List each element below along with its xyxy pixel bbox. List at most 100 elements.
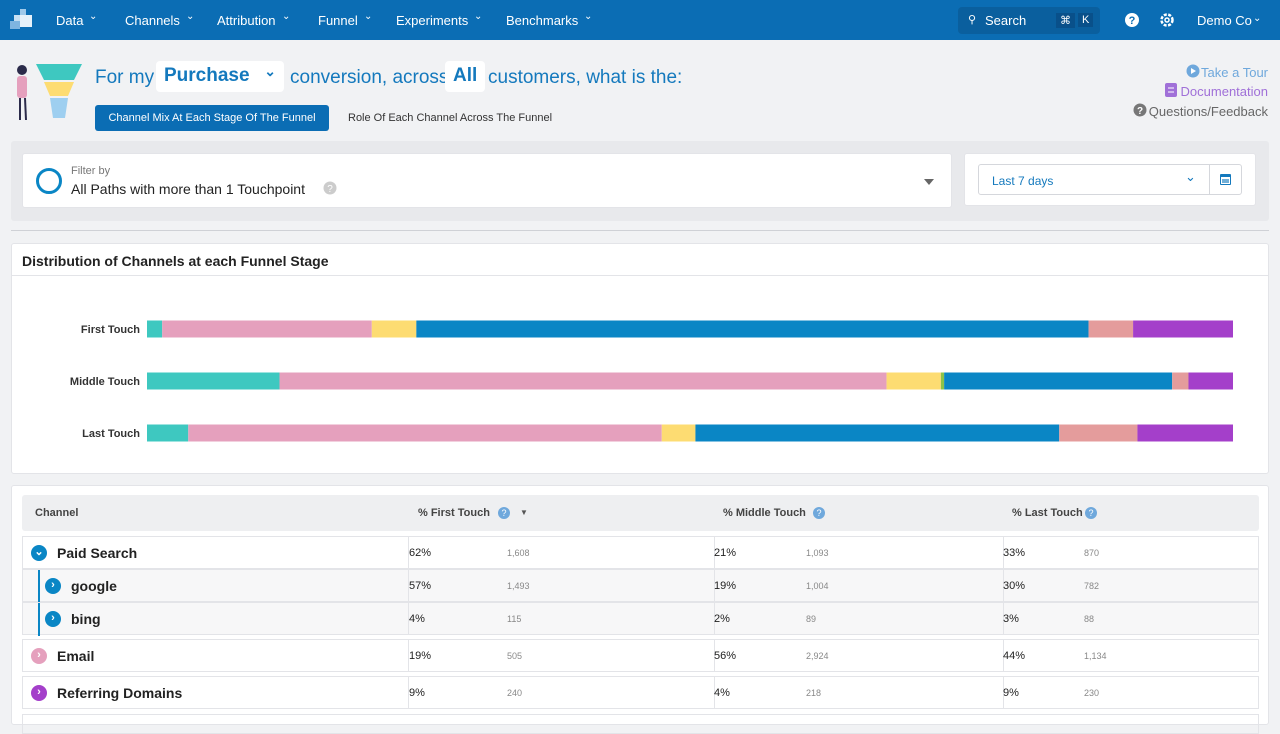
tab[interactable]: Role Of Each Channel Across The Funnel xyxy=(348,112,553,124)
table-row: › Email 19% 505 56% 2,924 44% 1,134 xyxy=(22,639,1259,672)
channel-name: Referring Domains xyxy=(57,685,183,701)
event-dropdown[interactable]: Purchase ⌄ xyxy=(156,61,284,92)
account-menu[interactable]: Demo Co xyxy=(1197,13,1252,28)
bar-segment xyxy=(940,372,945,390)
bar-segment xyxy=(188,424,662,442)
count: 1,093 xyxy=(806,548,829,558)
logo xyxy=(10,9,32,29)
expand-toggle[interactable]: › xyxy=(45,578,61,594)
y-tick-label: Middle Touch xyxy=(70,376,140,388)
chart-title: Distribution of Channels at each Funnel … xyxy=(22,253,329,269)
caret xyxy=(924,179,934,185)
percent: 4% xyxy=(714,687,730,699)
filter-label: Filter by xyxy=(71,165,111,177)
segment-dropdown[interactable]: All xyxy=(445,61,486,92)
column-divider xyxy=(714,640,715,671)
column-divider xyxy=(1003,603,1004,634)
count: 230 xyxy=(1084,688,1100,698)
percent: 33% xyxy=(1003,547,1026,559)
column-divider xyxy=(408,570,409,601)
bar-segment xyxy=(416,320,1089,338)
nav-item[interactable]: Attribution xyxy=(217,13,276,28)
expand-toggle[interactable]: › xyxy=(31,685,47,701)
column-divider xyxy=(408,640,409,671)
key: ⌘ xyxy=(1056,13,1075,28)
column-divider xyxy=(714,537,715,568)
percent: 19% xyxy=(714,580,737,592)
channel-name: Paid Search xyxy=(57,545,138,561)
sentence-text: conversion, across xyxy=(290,67,449,88)
info-icon: ? xyxy=(498,507,510,519)
bar-segment xyxy=(944,372,1173,390)
table-row: › bing 4% 115 2% 89 3% 88 xyxy=(22,602,1259,636)
column-header: % Middle Touch xyxy=(723,507,806,519)
count: 1,493 xyxy=(507,581,530,591)
nav-item[interactable]: Benchmarks xyxy=(506,13,579,28)
expand-toggle[interactable]: › xyxy=(31,648,47,664)
column-divider xyxy=(408,537,409,568)
tab-active[interactable]: Channel Mix At Each Stage Of The Funnel xyxy=(95,105,329,131)
table-row xyxy=(22,714,1259,734)
info-icon: ? xyxy=(813,507,825,519)
count: 1,134 xyxy=(1084,651,1107,661)
bar-segment xyxy=(1133,320,1233,338)
chevron: ⌄ xyxy=(584,11,593,22)
chevron: ⌄ xyxy=(89,11,98,22)
count: 88 xyxy=(1084,614,1095,624)
settings-icon[interactable] xyxy=(1159,12,1175,28)
chevron: ⌄ xyxy=(186,11,195,22)
channel-name: Email xyxy=(57,648,95,664)
percent: 62% xyxy=(409,547,432,559)
y-tick-label: Last Touch xyxy=(82,428,140,440)
nav-item[interactable]: Funnel xyxy=(318,13,358,28)
expand-toggle[interactable]: › xyxy=(45,611,61,627)
column-divider xyxy=(714,603,715,634)
bar-segment xyxy=(886,372,941,390)
bar-segment xyxy=(1137,424,1233,442)
bar-segment xyxy=(1188,372,1233,390)
search-label: Search xyxy=(985,13,1027,28)
nav-item[interactable]: Experiments xyxy=(396,13,469,28)
percent: 44% xyxy=(1003,650,1026,662)
chevron: ⌄ xyxy=(364,11,373,22)
docs-link[interactable]: Documentation xyxy=(1180,84,1268,99)
bar-segment xyxy=(1088,320,1134,338)
count: 2,924 xyxy=(806,651,829,661)
count: 782 xyxy=(1084,581,1100,591)
filter-card[interactable]: Filter by All Paths with more than 1 Tou… xyxy=(22,153,952,208)
date-card: Last 7 days ⌄ xyxy=(964,153,1256,206)
column-divider xyxy=(1003,570,1004,601)
nav-item[interactable]: Channels xyxy=(125,13,180,28)
percent: 56% xyxy=(714,650,737,662)
count: 218 xyxy=(806,688,822,698)
segment-value: All xyxy=(453,65,478,86)
count: 505 xyxy=(507,651,523,661)
date-picker[interactable]: Last 7 days ⌄ xyxy=(978,164,1242,195)
bar-segment xyxy=(147,320,163,338)
search-box[interactable]: ⚲ Search ⌘ K xyxy=(958,7,1100,34)
filter-value: All Paths with more than 1 Touchpoint xyxy=(71,181,305,197)
sort-caret[interactable]: ▼ xyxy=(520,508,528,517)
svg-text:?: ? xyxy=(327,184,333,195)
tour-link[interactable]: Take a Tour xyxy=(1201,65,1268,80)
bar-segment xyxy=(147,424,189,442)
expand-toggle[interactable]: ⌄ xyxy=(31,545,47,561)
percent: 57% xyxy=(409,580,432,592)
nav-item[interactable]: Data xyxy=(56,13,84,28)
count: 870 xyxy=(1084,548,1100,558)
bar-segment xyxy=(695,424,1060,442)
feedback-link[interactable]: Questions/Feedback xyxy=(1148,104,1268,119)
chart-card: Distribution of Channels at each Funnel … xyxy=(11,243,1269,474)
table-card: Channel% First Touch?% Middle Touch?% La… xyxy=(11,485,1269,734)
calendar-icon[interactable] xyxy=(1220,174,1231,185)
count: 240 xyxy=(507,688,523,698)
filter-icon xyxy=(36,168,62,194)
help-icon[interactable]: ? xyxy=(1124,12,1140,28)
column-divider xyxy=(408,677,409,708)
percent: 2% xyxy=(714,613,730,625)
percent: 9% xyxy=(1003,687,1019,699)
percent: 3% xyxy=(1003,613,1019,625)
date-value: Last 7 days xyxy=(992,174,1054,188)
top-nav: Data ⌄ Channels ⌄ Attribution ⌄ Funnel ⌄ Experim… xyxy=(0,0,1280,40)
percent: 4% xyxy=(409,613,425,625)
